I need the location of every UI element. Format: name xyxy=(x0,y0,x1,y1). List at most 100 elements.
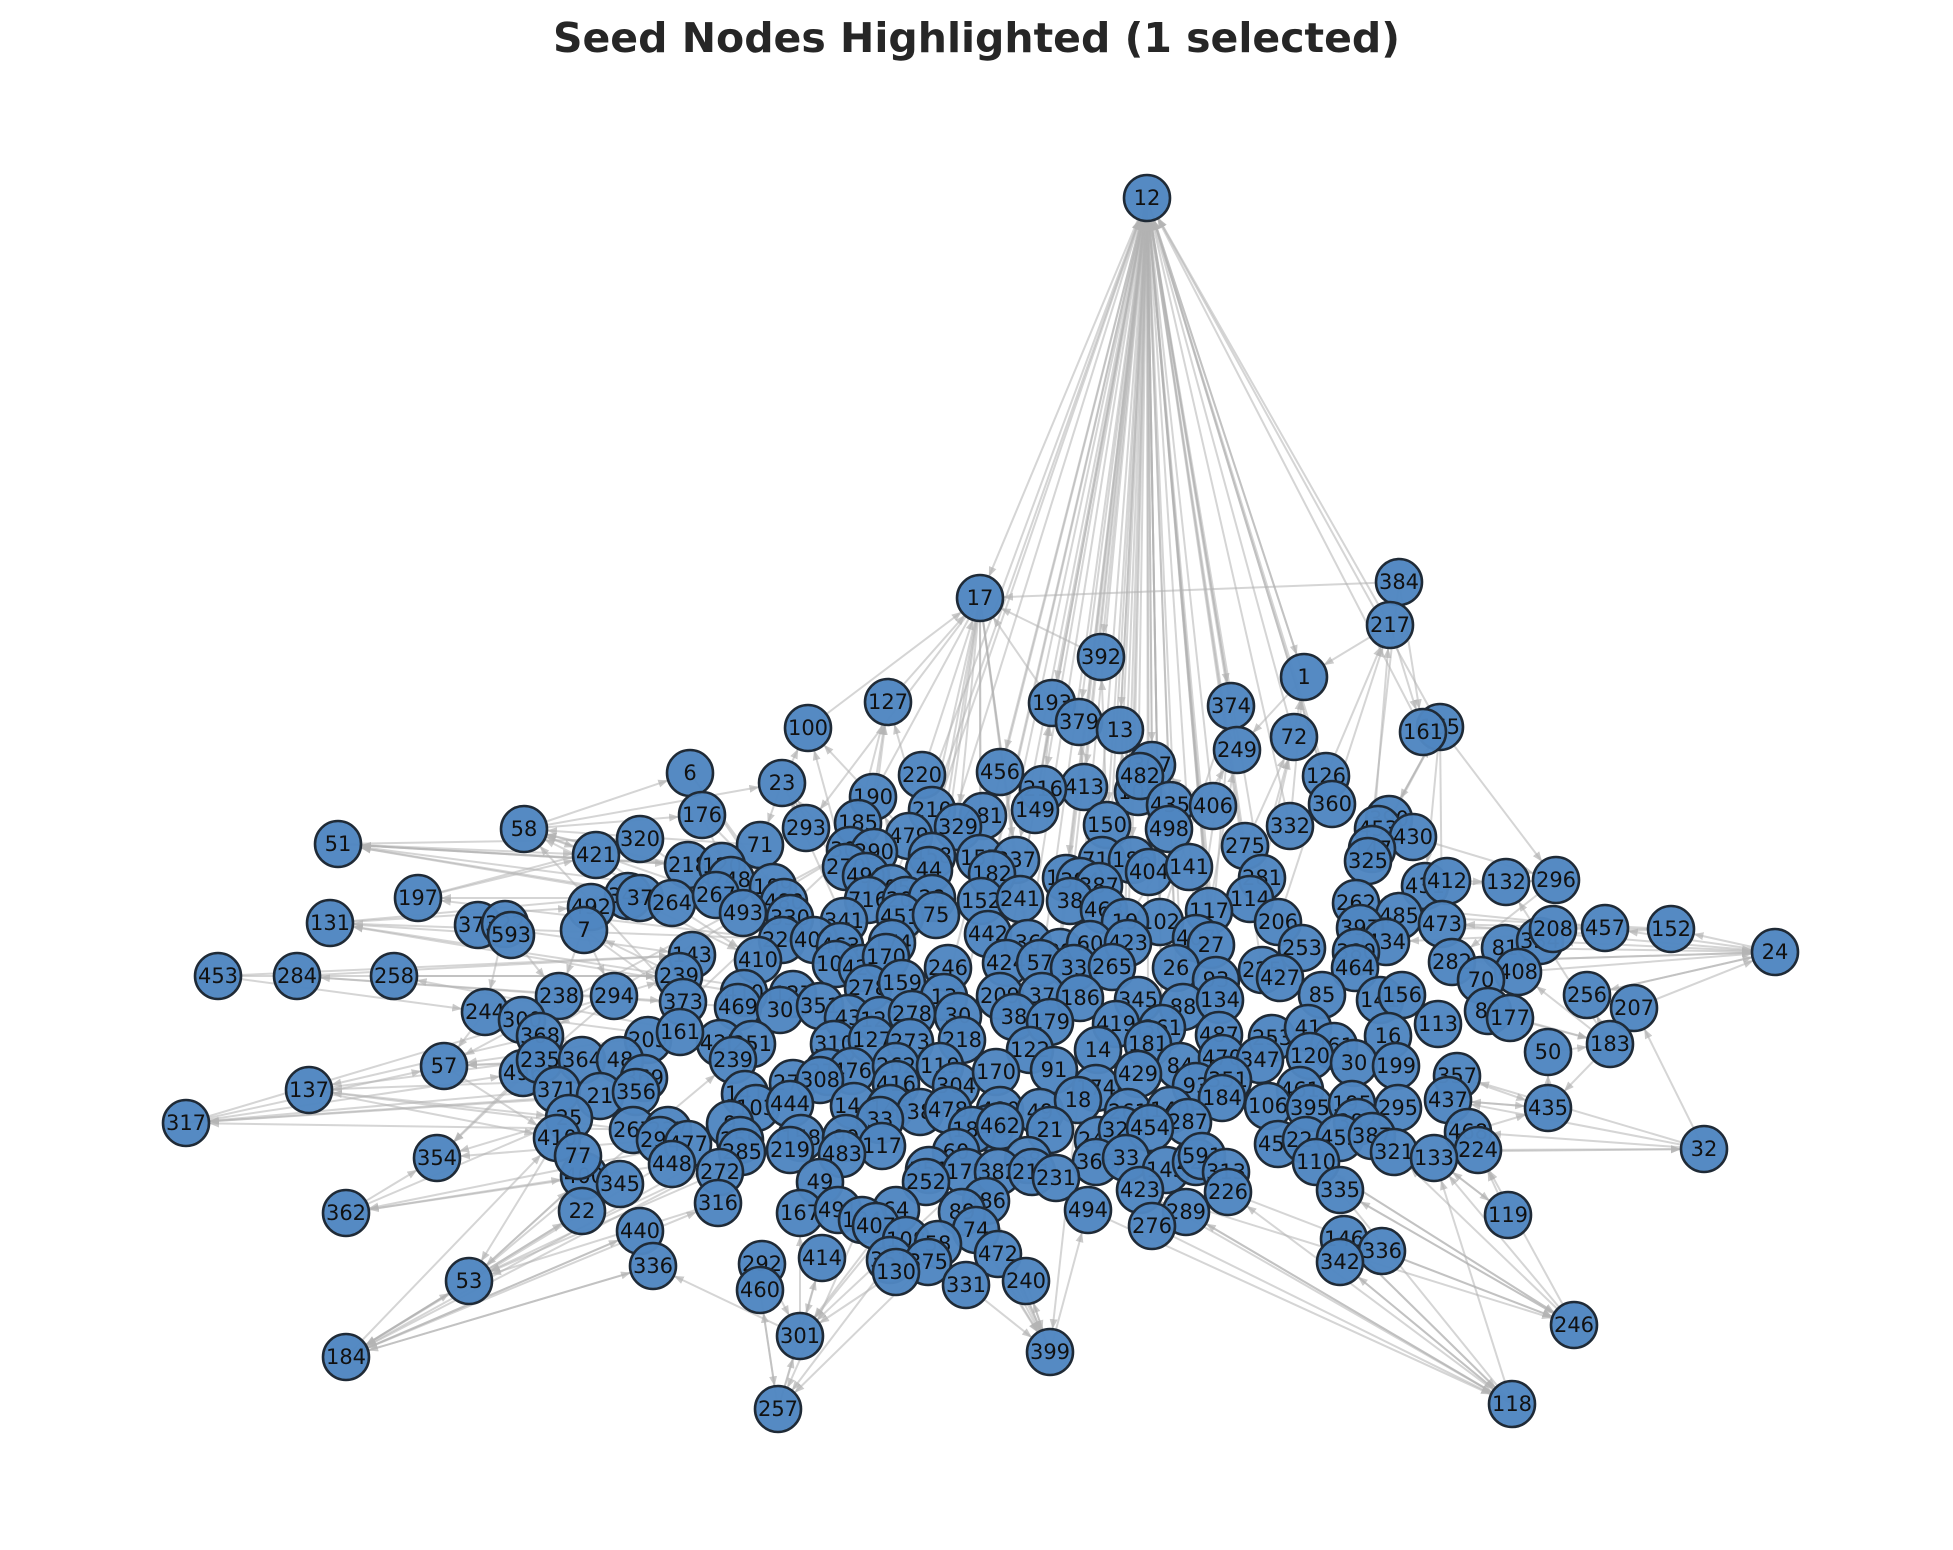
graph-node: 429 xyxy=(1113,1049,1163,1099)
node-label: 430 xyxy=(1393,825,1433,849)
graph-edge xyxy=(921,619,974,776)
graph-node: 72 xyxy=(1269,712,1319,762)
node-circle xyxy=(1031,1153,1081,1203)
node-label: 332 xyxy=(1270,814,1310,838)
graph-node: 332 xyxy=(1265,801,1315,851)
graph-node: 184 xyxy=(321,1332,371,1382)
node-layer: 1238421717392112719337437913165100722491… xyxy=(161,173,1800,1434)
node-circle xyxy=(1523,1027,1573,1077)
node-label: 199 xyxy=(1376,1054,1416,1078)
node-label: 208 xyxy=(1533,917,1573,941)
node-circle xyxy=(419,1041,469,1091)
graph-node: 24 xyxy=(1750,927,1800,977)
graph-node: 246 xyxy=(1549,1300,1599,1350)
graph-node: 14 xyxy=(1073,1025,1123,1075)
node-circle xyxy=(781,803,831,853)
node-circle xyxy=(1409,1133,1459,1183)
node-label: 27 xyxy=(1198,933,1225,957)
node-label: 131 xyxy=(310,911,350,935)
node-label: 256 xyxy=(1567,983,1607,1007)
graph-node: 132 xyxy=(1481,857,1531,907)
node-label: 1 xyxy=(1297,665,1310,689)
node-label: 51 xyxy=(325,832,352,856)
node-label: 17 xyxy=(967,586,994,610)
node-label: 130 xyxy=(876,1260,916,1284)
node-label: 152 xyxy=(961,889,1001,913)
node-label: 252 xyxy=(906,1170,946,1194)
node-label: 374 xyxy=(1211,694,1251,718)
node-label: 156 xyxy=(1382,983,1422,1007)
graph-node: 448 xyxy=(647,1139,697,1189)
node-circle xyxy=(655,1007,705,1057)
node-circle xyxy=(1483,1190,1533,1240)
node-label: 57 xyxy=(431,1054,458,1078)
node-label: 454 xyxy=(1130,1116,1170,1140)
node-label: 276 xyxy=(1132,1214,1172,1238)
node-circle xyxy=(1481,857,1531,907)
graph-edge xyxy=(1185,1211,1493,1394)
graph-node: 345 xyxy=(595,1159,645,1209)
node-circle xyxy=(797,1233,847,1283)
node-label: 238 xyxy=(539,984,579,1008)
graph-node: 131 xyxy=(305,898,355,948)
graph-edge xyxy=(1059,220,1148,953)
node-circle xyxy=(305,898,355,948)
graph-node: 137 xyxy=(284,1065,334,1115)
node-label: 453 xyxy=(198,964,238,988)
node-label: 50 xyxy=(1535,1040,1562,1064)
graph-edge xyxy=(1517,950,1753,973)
node-circle xyxy=(1122,173,1172,223)
graph-node: 199 xyxy=(1371,1041,1421,1091)
node-label: 38 xyxy=(1057,889,1084,913)
node-circle xyxy=(1562,970,1612,1020)
graph-edge xyxy=(352,924,794,995)
node-label: 284 xyxy=(277,964,317,988)
node-label: 18 xyxy=(1065,1088,1092,1112)
node-circle xyxy=(1523,1083,1573,1133)
graph-node: 264 xyxy=(647,878,697,928)
graph-node: 482 xyxy=(1115,751,1165,801)
node-label: 197 xyxy=(398,886,438,910)
graph-node: 301 xyxy=(775,1311,825,1361)
node-label: 177 xyxy=(1490,1006,1530,1030)
node-label: 57 xyxy=(1027,951,1054,975)
node-circle xyxy=(1413,999,1463,1049)
graph-node: 75 xyxy=(911,890,961,940)
node-label: 149 xyxy=(1015,798,1055,822)
node-label: 120 xyxy=(1290,1044,1330,1068)
node-label: 119 xyxy=(1488,1203,1528,1227)
graph-node: 336 xyxy=(1357,1226,1407,1276)
node-label: 150 xyxy=(1087,813,1127,837)
node-circle xyxy=(1010,785,1060,835)
node-label: 24 xyxy=(1762,940,1789,964)
graph-node: 32 xyxy=(1679,1124,1729,1174)
graph-node: 219 xyxy=(765,1125,815,1175)
node-circle xyxy=(1580,903,1630,953)
graph-node: 152 xyxy=(1646,904,1696,954)
node-circle xyxy=(1679,1124,1729,1174)
graph-node: 316 xyxy=(693,1178,743,1228)
graph-edge xyxy=(1146,220,1214,807)
graph-node: 399 xyxy=(1025,1327,1075,1377)
node-circle xyxy=(1485,993,1535,1043)
graph-node: 119 xyxy=(1483,1190,1533,1240)
graph-node: 336 xyxy=(628,1241,678,1291)
node-circle xyxy=(863,677,913,727)
node-circle xyxy=(1549,1300,1599,1350)
graph-node: 294 xyxy=(589,971,639,1021)
node-label: 360 xyxy=(1312,792,1352,816)
graph-node: 77 xyxy=(553,1131,603,1181)
node-circle xyxy=(1315,1165,1365,1215)
node-label: 100 xyxy=(788,716,828,740)
graph-edge xyxy=(490,1202,719,1276)
node-label: 493 xyxy=(723,901,763,925)
node-circle xyxy=(589,971,639,1021)
node-label: 362 xyxy=(326,1201,366,1225)
node-label: 421 xyxy=(576,843,616,867)
node-circle xyxy=(871,1247,921,1297)
graph-edge xyxy=(1157,217,1391,626)
node-label: 456 xyxy=(980,760,1020,784)
node-label: 435 xyxy=(1528,1096,1568,1120)
node-label: 364 xyxy=(562,1048,602,1072)
graph-node: 53 xyxy=(444,1256,494,1306)
